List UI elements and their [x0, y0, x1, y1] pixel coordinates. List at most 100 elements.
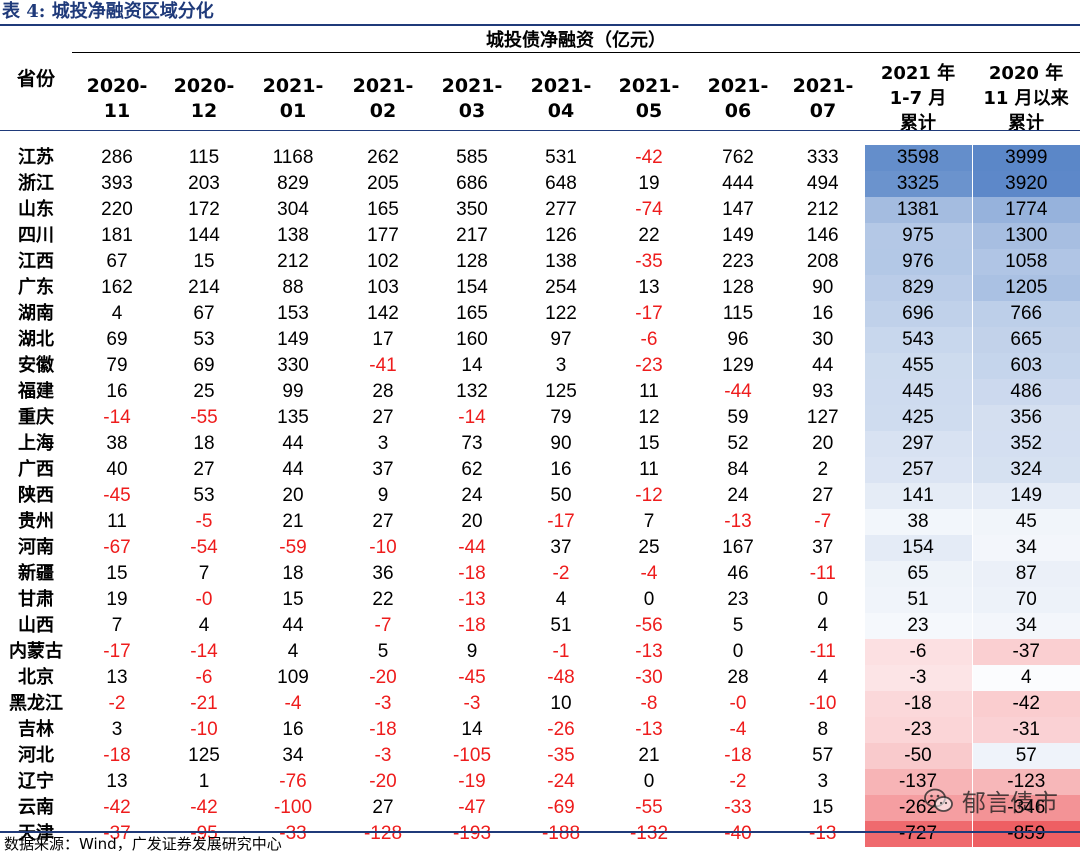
value-cell: 115 [188, 146, 220, 168]
value-cell: 162 [101, 276, 133, 298]
value-cell: 20 [812, 432, 834, 454]
cumulative-2021-cell: -6 [863, 638, 972, 665]
value-cell: 214 [188, 276, 220, 298]
value-cell: 34 [282, 744, 304, 766]
source-note: 数据来源：Wind，广发证券发展研究中心 [4, 835, 282, 853]
cumulative-since-2020-11-cell: -42 [971, 690, 1080, 717]
cumulative-since-2020-11-cell: 45 [971, 508, 1080, 535]
group-header: 城投债净融资（亿元） [72, 26, 1080, 53]
value-cell: 7 [643, 510, 655, 532]
value-cell: 27 [372, 796, 394, 818]
value-cell: -6 [195, 666, 213, 688]
value-cell: 0 [643, 588, 655, 610]
value-cell: -132 [629, 822, 669, 844]
province-cell: 江西 [18, 250, 54, 272]
value-cell: 494 [806, 172, 839, 194]
value-cell: 30 [812, 328, 834, 350]
value-cell: -11 [809, 640, 836, 662]
value-cell: -40 [724, 822, 752, 844]
value-cell: 69 [106, 328, 128, 350]
value-cell: 132 [456, 380, 488, 402]
value-cell: 286 [101, 146, 133, 168]
cumulative-since-2020-11-cell: 87 [971, 560, 1080, 587]
value-cell: 11 [639, 380, 659, 402]
value-cell: 24 [461, 484, 483, 506]
value-cell: 138 [545, 250, 577, 272]
value-cell: -17 [635, 302, 663, 324]
value-cell: -42 [103, 796, 131, 818]
value-cell: -6 [640, 328, 658, 350]
cumulative-2021-cell: 543 [863, 326, 972, 353]
value-cell: 125 [188, 744, 220, 766]
value-cell: 4 [555, 588, 567, 610]
value-cell: -100 [273, 796, 313, 818]
cumulative-2021-cell: -23 [863, 716, 972, 743]
value-cell: 53 [193, 484, 215, 506]
cumulative-2021-cell: 445 [863, 378, 972, 405]
cumulative-2021-cell: 65 [863, 560, 972, 587]
value-cell: -5 [195, 510, 213, 532]
province-cell: 河南 [18, 536, 54, 558]
value-cell: -2 [108, 692, 126, 714]
table-row: 天津 -37 -95 -33 -128 -193 -188 -132 -40 -13 -727 -85… [0, 820, 1080, 847]
province-cell: 江苏 [18, 146, 54, 168]
month-header-month: 07 [809, 99, 837, 122]
cumulative-2021-cell: 975 [863, 222, 972, 249]
value-cell: 208 [806, 250, 839, 272]
value-cell: 212 [806, 198, 839, 220]
value-cell: -20 [369, 666, 397, 688]
cumulative-2021-cell: 3598 [863, 144, 972, 171]
cumulative-2021-cell: -727 [863, 820, 972, 847]
header-line: 2021 年 [880, 63, 956, 85]
month-header: 2021- 04 [518, 53, 604, 145]
value-cell: -14 [190, 640, 218, 662]
value-cell: 96 [727, 328, 749, 350]
month-header: 2021- 01 [246, 53, 340, 145]
cumulative-since-2020-11-cell: 34 [971, 534, 1080, 561]
value-cell: 128 [722, 276, 754, 298]
province-cell: 重庆 [18, 406, 54, 428]
value-cell: 142 [367, 302, 399, 324]
value-cell: 125 [545, 380, 577, 402]
province-cell: 天津 [18, 822, 54, 844]
value-cell: 21 [282, 510, 304, 532]
cumulative-since-2020-11-cell: -859 [971, 820, 1080, 847]
value-cell: 4 [111, 302, 123, 324]
month-header-month: 02 [369, 99, 397, 122]
value-cell: -3 [463, 692, 481, 714]
value-cell: -35 [547, 744, 575, 766]
cumulative-2021-cell: 1381 [863, 196, 972, 223]
value-cell: 19 [106, 588, 128, 610]
value-cell: 40 [106, 458, 128, 480]
month-header-year: 2020- [86, 74, 148, 97]
value-cell: -59 [279, 536, 307, 558]
value-cell: 5 [377, 640, 389, 662]
value-cell: -14 [458, 406, 486, 428]
value-cell: 36 [372, 562, 394, 584]
value-cell: -11 [809, 562, 836, 584]
cumulative-since-2020-11-cell: 1205 [971, 274, 1080, 301]
value-cell: 4 [817, 614, 829, 636]
watermark: 郁言债市 [924, 783, 1058, 818]
table-row: 新疆 15 7 18 36 -18 -2 -4 46 -11 65 87 [0, 560, 1080, 587]
value-cell: 27 [372, 406, 394, 428]
value-cell: 4 [198, 614, 210, 636]
value-cell: 99 [282, 380, 304, 402]
value-cell: 2 [817, 458, 829, 480]
province-cell: 湖北 [18, 328, 54, 350]
value-cell: 44 [282, 458, 304, 480]
value-cell: -42 [635, 146, 663, 168]
cumulative-since-2020-11-cell: 352 [971, 430, 1080, 457]
value-cell: 37 [812, 536, 834, 558]
province-cell: 甘肃 [18, 588, 54, 610]
value-cell: 5 [732, 614, 744, 636]
cumulative-2021-cell: 257 [863, 456, 972, 483]
table-row: 广西 40 27 44 37 62 16 11 84 2 257 324 [0, 456, 1080, 483]
cumulative-since-2020-11-cell: 57 [971, 742, 1080, 769]
value-cell: -13 [458, 588, 486, 610]
value-cell: 160 [456, 328, 488, 350]
value-cell: 212 [277, 250, 309, 272]
value-cell: -44 [458, 536, 486, 558]
value-cell: -8 [640, 692, 658, 714]
value-cell: 67 [106, 250, 128, 272]
